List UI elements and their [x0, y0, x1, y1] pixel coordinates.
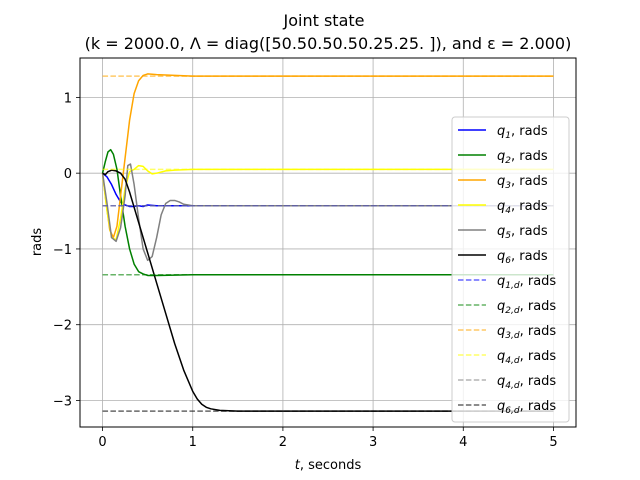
legend-label-sub: 1 — [505, 131, 511, 141]
legend-label-sub: 2 — [505, 156, 511, 166]
y-tick-label: −1 — [53, 243, 72, 258]
legend-box — [451, 116, 570, 423]
legend-label-sub: 3,d — [505, 331, 520, 341]
legend-label-var: q — [497, 249, 505, 264]
legend-label-sub: 5 — [505, 231, 511, 241]
legend-label: q1,d, rads — [497, 274, 556, 291]
legend-label: q4,d, rads — [497, 374, 556, 391]
y-tick-label: −3 — [53, 394, 72, 409]
x-tick-label: 1 — [189, 435, 197, 450]
x-tick-label: 2 — [279, 435, 287, 450]
chart-title: Joint state — [283, 11, 365, 30]
axis-ticks: 0 1 2 3 4 5 1 0 −1 −2 −3 — [53, 91, 558, 450]
legend-label-rest: , rads — [520, 274, 557, 289]
legend-label-var: q — [497, 199, 505, 214]
legend-label-rest: , rads — [511, 199, 548, 214]
x-tick-label: 0 — [98, 435, 106, 450]
plot-frame — [79, 57, 577, 428]
legend-label: q3,d, rads — [497, 324, 556, 341]
legend-label-var: q — [497, 224, 505, 239]
x-axis-label: t, seconds — [295, 458, 362, 473]
legend-label: q4,d, rads — [497, 349, 556, 366]
legend-label-var: q — [497, 149, 505, 164]
x-tick-label: 3 — [369, 435, 377, 450]
legend-label-rest: , rads — [511, 174, 548, 189]
series-line-5 — [101, 163, 554, 262]
legend-label-rest: , rads — [511, 124, 548, 139]
legend-label-sub: 6 — [505, 256, 511, 266]
legend-label: q2, rads — [497, 149, 548, 166]
legend-label-rest: , rads — [520, 399, 557, 414]
y-tick-label: 1 — [64, 91, 72, 106]
series-line-4 — [101, 164, 554, 241]
legend-label-rest: , rads — [520, 324, 557, 339]
x-tick-label: 4 — [459, 435, 467, 450]
legend-label-rest: , rads — [511, 149, 548, 164]
chart-subtitle: (k = 2000.0, Λ = diag([50.50.50.50.25.25… — [85, 34, 572, 53]
legend-label-var: q — [497, 124, 505, 139]
x-axis-label-var: t — [295, 458, 301, 473]
legend-label-var: q — [497, 324, 505, 339]
legend-label: q4, rads — [497, 199, 548, 216]
legend-label: q1, rads — [497, 124, 548, 141]
series-line-6 — [102, 169, 554, 412]
legend-label-sub: 4,d — [505, 381, 520, 391]
x-tick-label: 5 — [549, 435, 557, 450]
y-tick-label: −2 — [53, 319, 72, 334]
y-tick-label: 0 — [64, 167, 72, 182]
legend-label-var: q — [497, 374, 505, 389]
legend-label-sub: 1,d — [505, 281, 520, 291]
legend-label-rest: , rads — [511, 224, 548, 239]
legend-label: q6, rads — [497, 249, 548, 266]
legend-label-var: q — [497, 274, 505, 289]
legend-label-rest: , rads — [511, 249, 548, 264]
legend-label-rest: , rads — [520, 299, 557, 314]
legend-label: q6,d, rads — [497, 399, 556, 416]
legend-label-rest: , rads — [520, 349, 557, 364]
legend-label-sub: 4,d — [505, 356, 520, 366]
legend-label-var: q — [497, 299, 505, 314]
legend-label-var: q — [497, 349, 505, 364]
legend-label: q3, rads — [497, 174, 548, 191]
x-axis-label-rest: , seconds — [300, 458, 362, 473]
legend-label-sub: 3 — [505, 181, 511, 191]
legend-label: q5, rads — [497, 224, 548, 241]
legend-label-var: q — [497, 399, 505, 414]
legend-label: q2,d, rads — [497, 299, 556, 316]
legend-label-rest: , rads — [520, 374, 557, 389]
y-axis-label: rads — [30, 228, 45, 257]
legend-label-sub: 6,d — [505, 406, 520, 416]
legend-label-sub: 2,d — [505, 306, 520, 316]
legend-label-var: q — [497, 174, 505, 189]
series-line-2 — [101, 148, 554, 277]
legend-label-sub: 4 — [505, 206, 511, 216]
